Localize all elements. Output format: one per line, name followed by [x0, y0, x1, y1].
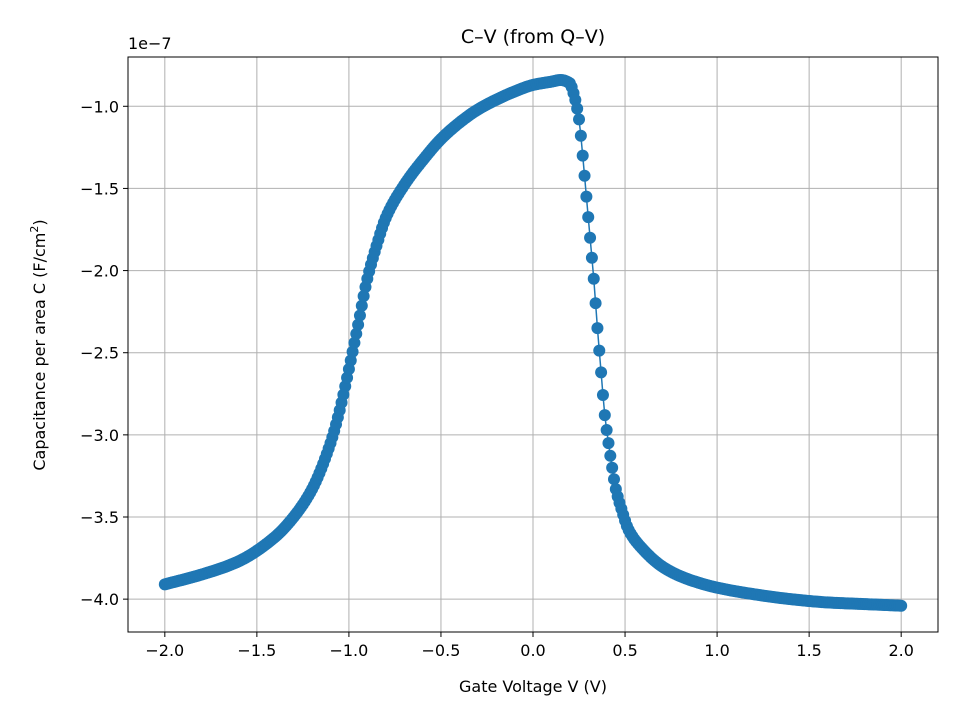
- data-point: [580, 190, 593, 203]
- data-point: [353, 309, 366, 322]
- y-tick-label: −2.5: [80, 344, 119, 363]
- y-tick-label: −3.0: [80, 426, 119, 445]
- y-tick-label: −1.0: [80, 97, 119, 116]
- data-point: [602, 437, 615, 450]
- data-point: [574, 129, 587, 142]
- x-tick-label: 0.0: [520, 641, 545, 660]
- data-point: [604, 449, 617, 462]
- y-tick-label: −2.0: [80, 262, 119, 281]
- x-tick-label: −2.0: [145, 641, 184, 660]
- data-point: [357, 290, 370, 303]
- data-point: [589, 297, 602, 310]
- data-point: [352, 318, 365, 331]
- y-tick-label: −3.5: [80, 508, 119, 527]
- data-series: [158, 74, 908, 612]
- data-point: [348, 336, 361, 349]
- y-tick-label: −1.5: [80, 179, 119, 198]
- data-point: [895, 599, 908, 612]
- chart-title: C–V (from Q–V): [461, 26, 605, 48]
- data-point: [595, 366, 608, 379]
- data-point: [346, 345, 359, 358]
- x-axis-title: Gate Voltage V (V): [459, 677, 607, 696]
- data-point: [608, 473, 620, 486]
- data-point: [576, 149, 589, 162]
- data-point: [584, 231, 597, 244]
- y-axis-title-superscript: 2: [28, 226, 41, 233]
- ticks: −2.0 −1.5 −1.0 −0.5 0.0 0.5 1.0 1.5 2.0 −4.0 −3.5 −…: [80, 97, 914, 660]
- data-point: [355, 299, 368, 312]
- y-axis-title-main: Capacitance per area C (F/cm: [30, 233, 49, 471]
- x-tick-label: 0.5: [612, 641, 637, 660]
- data-point: [593, 344, 606, 357]
- x-tick-label: 1.0: [704, 641, 729, 660]
- data-point: [573, 113, 586, 126]
- y-axis-title: Capacitance per area C (F/cm2): [28, 219, 49, 470]
- x-tick-label: −0.5: [422, 641, 461, 660]
- x-tick-label: 2.0: [888, 641, 913, 660]
- data-point: [571, 102, 584, 115]
- x-tick-label: 1.5: [796, 641, 821, 660]
- data-point: [600, 424, 613, 437]
- data-point: [587, 272, 600, 285]
- data-point: [582, 211, 595, 224]
- data-point: [578, 169, 591, 182]
- y-tick-label: −4.0: [80, 590, 119, 609]
- x-tick-label: −1.5: [237, 641, 276, 660]
- y-axis-title-close: ): [30, 219, 49, 225]
- data-point: [598, 409, 611, 422]
- x-tick-label: −1.0: [329, 641, 368, 660]
- data-point: [585, 251, 598, 264]
- data-point: [591, 322, 604, 335]
- offset-text: 1e−7: [128, 34, 172, 53]
- data-point: [350, 327, 363, 340]
- data-point: [596, 389, 609, 401]
- data-point: [606, 461, 619, 474]
